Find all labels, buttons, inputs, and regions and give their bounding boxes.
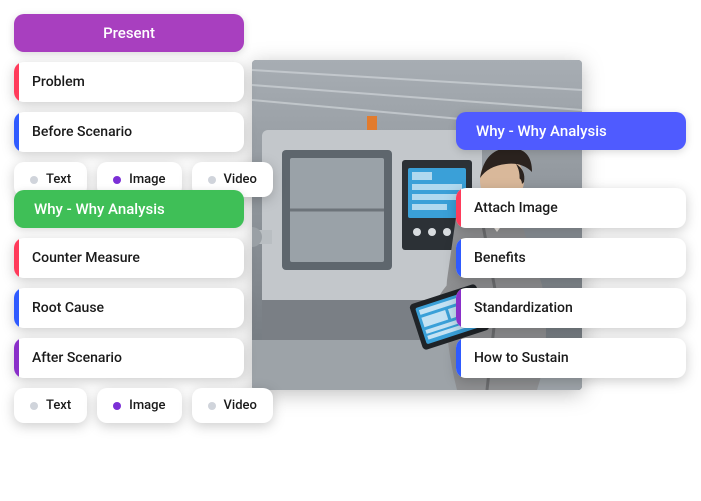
after-scenario-card[interactable]: After Scenario (14, 338, 244, 378)
dot-icon (208, 176, 216, 184)
spacer (456, 160, 686, 178)
benefits-card[interactable]: Benefits (456, 238, 686, 278)
card-label: Counter Measure (32, 250, 140, 266)
dot-icon (113, 176, 121, 184)
counter-measure-card[interactable]: Counter Measure (14, 238, 244, 278)
dot-icon (30, 176, 38, 184)
pill-label: Text (46, 398, 71, 413)
pill-label: Video (224, 398, 257, 413)
card-label: Problem (32, 74, 85, 90)
why-analysis-left-header: Why - Why Analysis (14, 190, 244, 228)
accent-bar (456, 238, 461, 278)
accent-bar (456, 188, 461, 228)
video-pill[interactable]: Video (192, 388, 273, 423)
card-label: How to Sustain (474, 350, 569, 366)
accent-bar (14, 338, 19, 378)
accent-bar (14, 288, 19, 328)
pill-label: Video (224, 172, 257, 187)
pill-label: Text (46, 172, 71, 187)
standardization-card[interactable]: Standardization (456, 288, 686, 328)
card-label: After Scenario (32, 350, 122, 366)
present-header: Present (14, 14, 244, 52)
card-label: Attach Image (474, 200, 558, 216)
text-pill[interactable]: Text (14, 388, 87, 423)
pill-label: Image (129, 398, 165, 413)
how-to-sustain-card[interactable]: How to Sustain (456, 338, 686, 378)
why-analysis-left-column: Why - Why Analysis Counter Measure Root … (14, 190, 244, 423)
card-label: Standardization (474, 300, 573, 316)
accent-bar (456, 338, 461, 378)
accent-bar (456, 288, 461, 328)
accent-bar (14, 112, 19, 152)
why-analysis-right-column: Why - Why Analysis Attach Image Benefits… (456, 112, 686, 378)
before-scenario-card[interactable]: Before Scenario (14, 112, 244, 152)
pill-label: Image (129, 172, 165, 187)
image-pill[interactable]: Image (97, 388, 181, 423)
card-label: Before Scenario (32, 124, 132, 140)
problem-card[interactable]: Problem (14, 62, 244, 102)
attach-image-card[interactable]: Attach Image (456, 188, 686, 228)
accent-bar (14, 238, 19, 278)
root-cause-card[interactable]: Root Cause (14, 288, 244, 328)
present-column: Present Problem Before Scenario Text Ima… (14, 14, 244, 197)
card-label: Benefits (474, 250, 526, 266)
why-analysis-right-header: Why - Why Analysis (456, 112, 686, 150)
media-pill-row: Text Image Video (14, 388, 244, 423)
card-label: Root Cause (32, 300, 104, 316)
dot-icon (30, 402, 38, 410)
accent-bar (14, 62, 19, 102)
dot-icon (208, 402, 216, 410)
dot-icon (113, 402, 121, 410)
